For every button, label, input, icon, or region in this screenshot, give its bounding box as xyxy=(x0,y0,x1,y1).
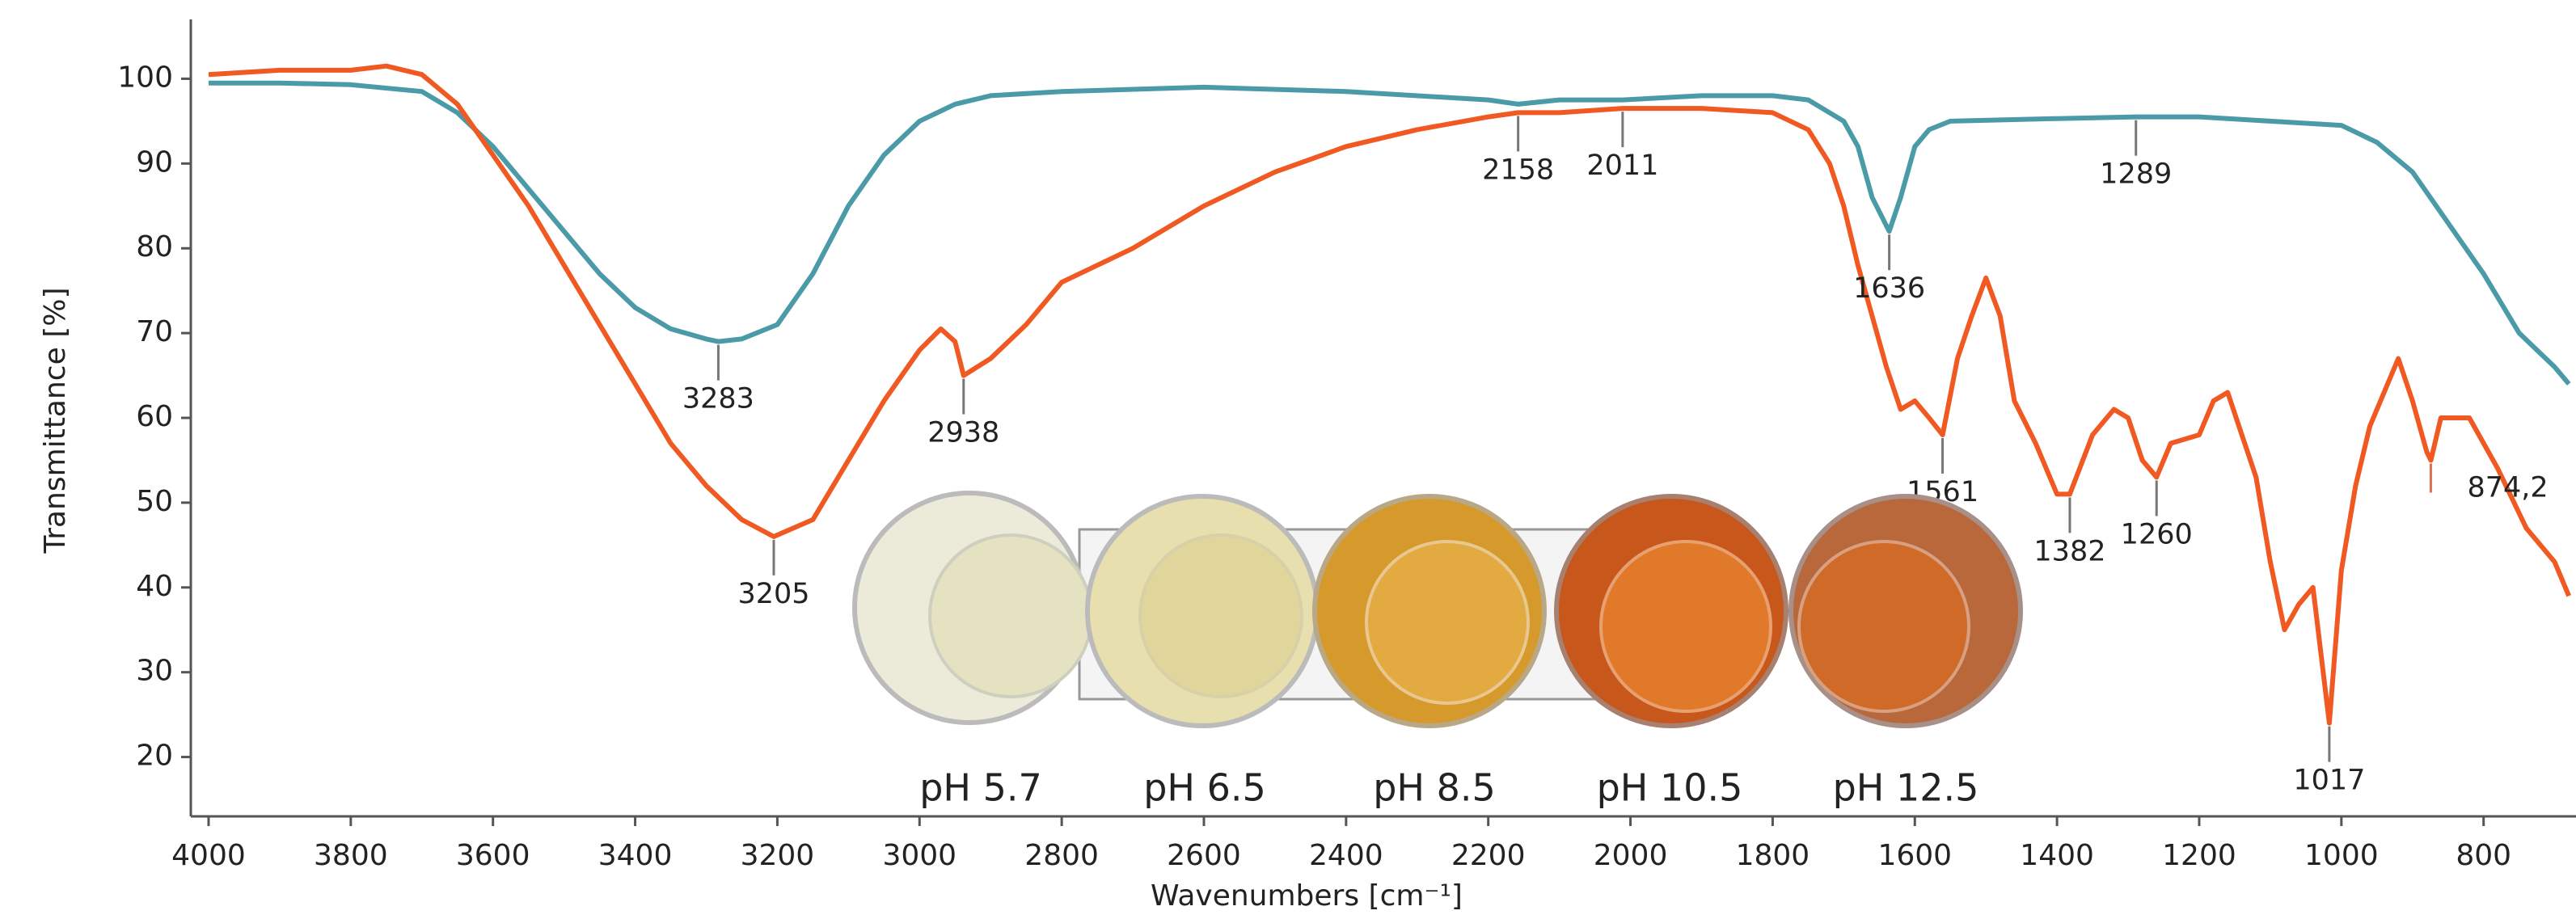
annotation-label: 3283 xyxy=(682,383,754,415)
spectrum-line xyxy=(208,63,2571,726)
beaker-inner xyxy=(1599,540,1772,713)
annotation-label: 1260 xyxy=(2121,518,2193,550)
x-tick-label: 1200 xyxy=(2162,839,2236,872)
y-tick-label: 70 xyxy=(136,315,173,348)
x-tick-label: 1400 xyxy=(2020,839,2094,872)
x-tick-label: 2400 xyxy=(1309,839,1383,872)
y-tick-label: 90 xyxy=(136,145,173,179)
x-tick-label: 1800 xyxy=(1736,839,1810,872)
x-tick-label: 3600 xyxy=(456,839,530,872)
x-tick-label: 3800 xyxy=(314,839,388,872)
x-tick-label: 2200 xyxy=(1451,839,1526,872)
y-axis-label: Transmittance [%] xyxy=(39,288,72,554)
x-tick-label: 1600 xyxy=(1877,839,1952,872)
y-tick-label: 40 xyxy=(136,570,173,603)
x-tick-label: 1000 xyxy=(2304,839,2379,872)
x-tick-label: 4000 xyxy=(171,839,246,872)
annotation-label: 2011 xyxy=(1586,150,1658,182)
beaker-inner xyxy=(928,533,1093,698)
annotation-label: 1289 xyxy=(2100,158,2172,191)
beaker-photos xyxy=(852,491,2023,728)
y-tick-label: 20 xyxy=(136,740,173,773)
beaker-inner xyxy=(1365,540,1530,705)
x-tick-label: 2800 xyxy=(1024,839,1099,872)
annotation-label: 2938 xyxy=(927,417,999,449)
annotation-label: 874,2 xyxy=(2467,471,2548,504)
y-tick-label: 50 xyxy=(136,485,173,518)
photo-label: pH 12.5 xyxy=(1833,766,1979,810)
annotation-label: 1382 xyxy=(2033,535,2105,567)
x-tick-label: 3400 xyxy=(598,839,673,872)
x-tick-label: 2000 xyxy=(1594,839,1668,872)
y-tick-label: 30 xyxy=(136,655,173,688)
annotation-label: 2158 xyxy=(1482,154,1554,186)
x-tick-label: 800 xyxy=(2456,839,2511,872)
y-tick-label: 80 xyxy=(136,230,173,263)
photo-label: pH 5.7 xyxy=(919,766,1042,810)
x-tick-label: 3000 xyxy=(882,839,956,872)
annotation-label: 3205 xyxy=(737,578,809,610)
x-tick-label: 2600 xyxy=(1167,839,1241,872)
x-tick-label: 3200 xyxy=(741,839,815,872)
photo-label: pH 10.5 xyxy=(1597,766,1743,810)
photo-label: pH 8.5 xyxy=(1373,766,1496,810)
y-tick-label: 100 xyxy=(117,61,173,94)
spectrum-line xyxy=(209,80,2571,386)
annotation-label: 1017 xyxy=(2293,765,2365,797)
x-axis-label: Wavenumbers [cm⁻¹] xyxy=(1151,879,1463,913)
annotation-label: 1636 xyxy=(1853,272,1925,305)
y-tick-label: 60 xyxy=(136,400,173,433)
beaker-inner xyxy=(1138,533,1303,698)
photo-label: pH 6.5 xyxy=(1143,766,1266,810)
beaker-inner xyxy=(1797,540,1970,713)
plot-area: 20 30 40 50 60 70 80 90 100 4000 3800 3600 3400 3200 3… xyxy=(117,19,2576,872)
